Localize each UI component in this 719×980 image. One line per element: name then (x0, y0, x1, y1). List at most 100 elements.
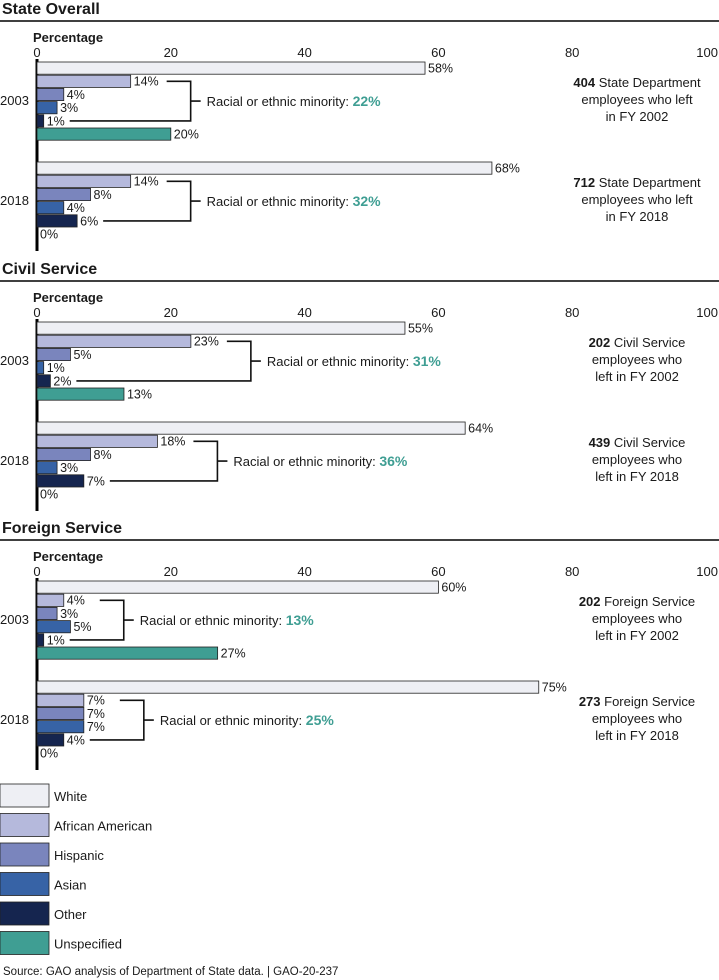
group-note: 202 Foreign Service employees who left in … (579, 594, 695, 643)
data-label: 7% (87, 474, 105, 488)
legend-swatch (0, 901, 50, 926)
legend-swatch (0, 813, 50, 837)
bar (36, 347, 71, 361)
legend-swatch (0, 783, 50, 808)
group-note: 712 State Department employees who left in… (573, 175, 701, 224)
tick-label: 0 (33, 305, 40, 320)
legend-item: Other (0, 901, 87, 926)
minority-value: 13% (286, 612, 315, 628)
bar (36, 334, 192, 348)
data-label: 14% (134, 75, 159, 89)
tick-label: 0 (33, 45, 40, 60)
note-count: 273 (579, 694, 601, 709)
axis-title: Percentage (33, 30, 103, 45)
data-label: 4% (67, 733, 85, 747)
legend-label: Asian (54, 878, 87, 893)
minority-label: Racial or ethnic minority: 22% (207, 93, 382, 109)
tick-label: 60 (431, 305, 445, 320)
data-label: 6% (80, 214, 98, 228)
legend: White African American Hispanic Asian Other U… (0, 783, 152, 955)
minority-text: Racial or ethnic minority: (140, 613, 286, 628)
note-line: left in FY 2018 (595, 469, 679, 484)
bar (36, 187, 91, 201)
data-label: 0% (40, 488, 58, 502)
tick-label: 60 (431, 564, 445, 579)
data-label: 2% (53, 374, 71, 388)
minority-bracket (109, 440, 228, 482)
note-count: 202 (579, 594, 601, 609)
data-label: 0% (40, 228, 58, 242)
note-count: 202 (589, 335, 611, 350)
minority-text: Racial or ethnic minority: (267, 354, 413, 369)
bar (36, 127, 172, 141)
note-line: employees who (592, 352, 682, 367)
note-line: employees who left (581, 92, 693, 107)
data-label: 4% (67, 88, 85, 102)
legend-label: Unspecified (54, 937, 122, 952)
tick-label: 80 (565, 564, 579, 579)
tick-label: 20 (164, 305, 178, 320)
bar (36, 607, 58, 621)
tick-label: 40 (297, 45, 311, 60)
bar (36, 421, 466, 435)
note-text: Civil Service (610, 335, 685, 350)
tick-label: 20 (164, 564, 178, 579)
tick-label: 100 (696, 45, 718, 60)
bar (36, 733, 65, 747)
bar (36, 620, 71, 634)
note-line: employees who (592, 452, 682, 467)
group-note: 439 Civil Service employees who left in FY… (589, 435, 686, 484)
legend-swatch (0, 872, 50, 896)
legend-item: African American (0, 813, 152, 837)
tick-label: 60 (431, 45, 445, 60)
note-line: left in FY 2002 (595, 369, 679, 384)
data-label: 4% (67, 201, 85, 215)
bar (36, 61, 426, 75)
data-label: 14% (134, 175, 159, 189)
minority-value: 32% (353, 193, 382, 209)
bar (36, 361, 45, 375)
data-label: 64% (468, 422, 493, 436)
bar (36, 161, 493, 175)
data-label: 68% (495, 162, 520, 176)
data-label: 3% (60, 101, 78, 115)
bar (36, 114, 45, 128)
panel-title: Foreign Service (2, 520, 122, 537)
note-line: 202 Civil Service (589, 335, 686, 350)
year-label: 2003 (0, 353, 29, 368)
note-text: Foreign Service (601, 594, 696, 609)
axis-title: Percentage (33, 290, 103, 305)
data-label: 13% (127, 388, 152, 402)
note-line: left in FY 2018 (595, 728, 679, 743)
axis-title: Percentage (33, 549, 103, 564)
data-label: 7% (87, 707, 105, 721)
data-label: 1% (47, 633, 65, 647)
note-line: employees who left (581, 192, 693, 207)
data-label: 8% (94, 188, 112, 202)
bar (36, 374, 51, 388)
legend-swatch (0, 931, 50, 955)
note-count: 404 (573, 75, 595, 90)
data-label: 75% (542, 681, 567, 695)
note-line: 404 State Department (573, 75, 701, 90)
bar (36, 474, 85, 488)
note-line: employees who (592, 711, 682, 726)
minority-text: Racial or ethnic minority: (160, 713, 306, 728)
year-label: 2018 (0, 453, 29, 468)
bar (36, 693, 85, 707)
group-note: 404 State Department employees who left in… (573, 75, 701, 124)
data-label: 4% (67, 594, 85, 608)
tick-label: 0 (33, 564, 40, 579)
note-line: 273 Foreign Service (579, 694, 695, 709)
year-label: 2018 (0, 193, 29, 208)
source-note: Source: GAO analysis of Department of St… (3, 966, 338, 978)
tick-label: 20 (164, 45, 178, 60)
data-label: 0% (40, 747, 58, 761)
group-note: 202 Civil Service employees who left in FY… (589, 335, 686, 384)
data-label: 60% (441, 581, 466, 595)
panel-title: Civil Service (2, 261, 97, 278)
bar (36, 321, 406, 335)
minority-value: 31% (413, 353, 442, 369)
